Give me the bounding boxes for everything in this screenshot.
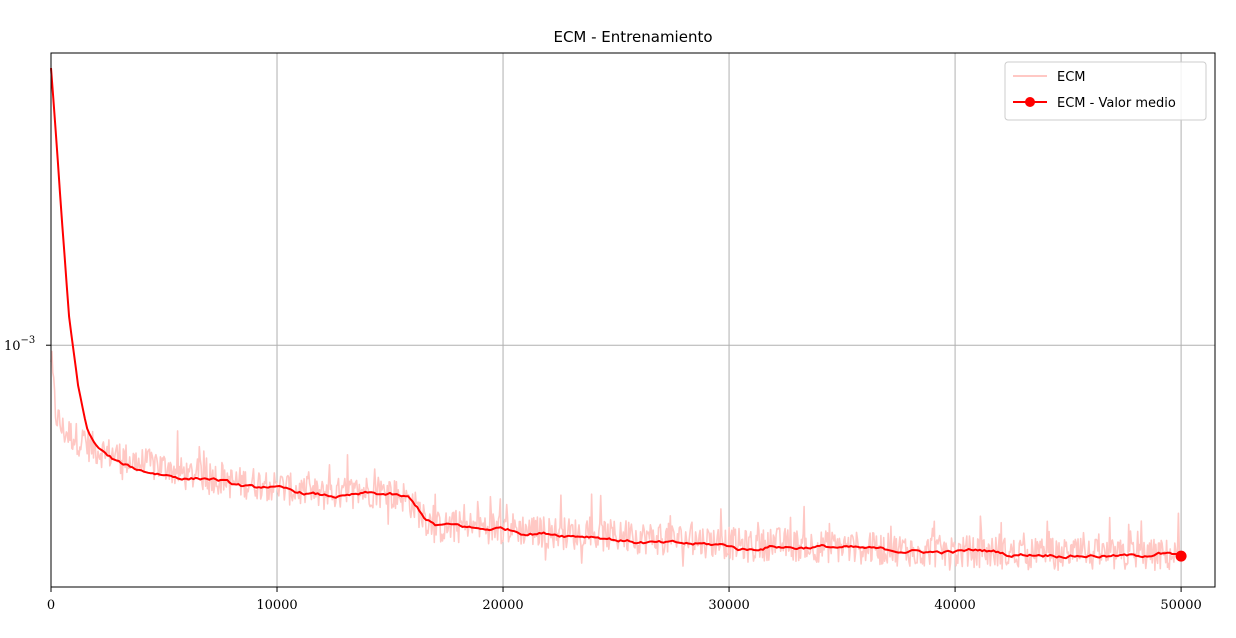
plot-frame bbox=[50, 52, 1216, 588]
x-tick-label: 30000 bbox=[708, 598, 749, 613]
legend: ECM ECM - Valor medio bbox=[1004, 61, 1207, 121]
x-tick-label: 40000 bbox=[934, 598, 975, 613]
legend-marker-mean bbox=[1025, 97, 1035, 107]
series-end-marker bbox=[1175, 550, 1187, 562]
x-tick-label: 10000 bbox=[256, 598, 297, 613]
series-layer bbox=[50, 68, 1187, 571]
legend-label-ecm: ECM bbox=[1057, 70, 1086, 85]
x-tick-label: 0 bbox=[47, 598, 55, 613]
x-tick-label: 50000 bbox=[1160, 598, 1201, 613]
series-line-mean bbox=[50, 68, 1182, 560]
legend-box bbox=[1004, 61, 1207, 121]
x-tick-label: 20000 bbox=[482, 598, 523, 613]
chart-title: ECM - Entrenamiento bbox=[553, 28, 712, 46]
legend-label-mean: ECM - Valor medio bbox=[1057, 96, 1176, 111]
series-line-ecm bbox=[50, 350, 1182, 571]
